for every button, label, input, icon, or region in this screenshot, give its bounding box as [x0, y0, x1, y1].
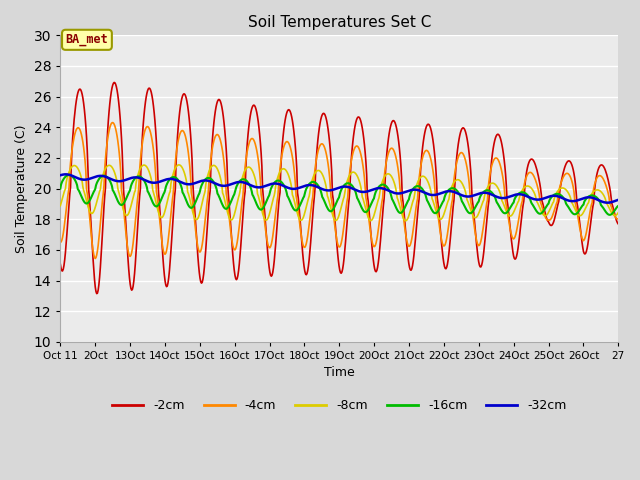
- -8cm: [274, 174, 282, 180]
- -32cm: [429, 192, 436, 198]
- -32cm: [253, 184, 260, 190]
- X-axis label: Time: Time: [324, 367, 355, 380]
- -8cm: [122, 212, 130, 218]
- -32cm: [123, 177, 131, 182]
- -4cm: [109, 120, 116, 125]
- -16cm: [225, 203, 233, 209]
- -32cm: [604, 200, 611, 205]
- -2cm: [124, 245, 131, 251]
- -16cm: [614, 203, 622, 209]
- -2cm: [56, 261, 64, 267]
- -16cm: [274, 178, 282, 183]
- -32cm: [61, 171, 69, 177]
- Text: BA_met: BA_met: [65, 33, 108, 46]
- -4cm: [56, 240, 64, 245]
- -4cm: [275, 182, 282, 188]
- -4cm: [124, 242, 131, 248]
- -8cm: [225, 215, 233, 220]
- Legend: -2cm, -4cm, -8cm, -16cm, -32cm: -2cm, -4cm, -8cm, -16cm, -32cm: [107, 394, 572, 417]
- -8cm: [253, 184, 260, 190]
- -8cm: [429, 200, 437, 205]
- Line: -4cm: -4cm: [60, 122, 618, 259]
- -32cm: [56, 172, 64, 178]
- -4cm: [399, 205, 406, 211]
- -32cm: [274, 181, 282, 187]
- -16cm: [65, 172, 73, 178]
- -8cm: [402, 218, 410, 224]
- -32cm: [225, 182, 233, 188]
- -2cm: [93, 291, 100, 297]
- -2cm: [253, 114, 261, 120]
- -16cm: [56, 186, 64, 192]
- -16cm: [123, 195, 131, 201]
- -2cm: [110, 80, 118, 85]
- -4cm: [253, 152, 261, 157]
- -16cm: [397, 210, 405, 216]
- -32cm: [614, 197, 622, 203]
- -4cm: [429, 172, 437, 178]
- -16cm: [606, 212, 614, 218]
- -2cm: [429, 142, 437, 148]
- Line: -16cm: -16cm: [60, 175, 618, 215]
- Title: Soil Temperatures Set C: Soil Temperatures Set C: [248, 15, 431, 30]
- Line: -2cm: -2cm: [60, 83, 618, 294]
- Line: -8cm: -8cm: [60, 165, 618, 221]
- Y-axis label: Soil Temperature (C): Soil Temperature (C): [15, 124, 28, 253]
- -4cm: [92, 256, 99, 262]
- -16cm: [429, 209, 436, 215]
- -8cm: [614, 210, 622, 216]
- -8cm: [56, 203, 64, 209]
- -32cm: [397, 190, 405, 196]
- -2cm: [275, 202, 282, 208]
- -8cm: [397, 210, 405, 216]
- -16cm: [253, 202, 260, 207]
- -4cm: [226, 221, 234, 227]
- -2cm: [399, 194, 406, 200]
- -4cm: [614, 216, 622, 222]
- -2cm: [614, 221, 622, 227]
- Line: -32cm: -32cm: [60, 174, 618, 203]
- -2cm: [226, 210, 234, 216]
- -8cm: [175, 162, 183, 168]
